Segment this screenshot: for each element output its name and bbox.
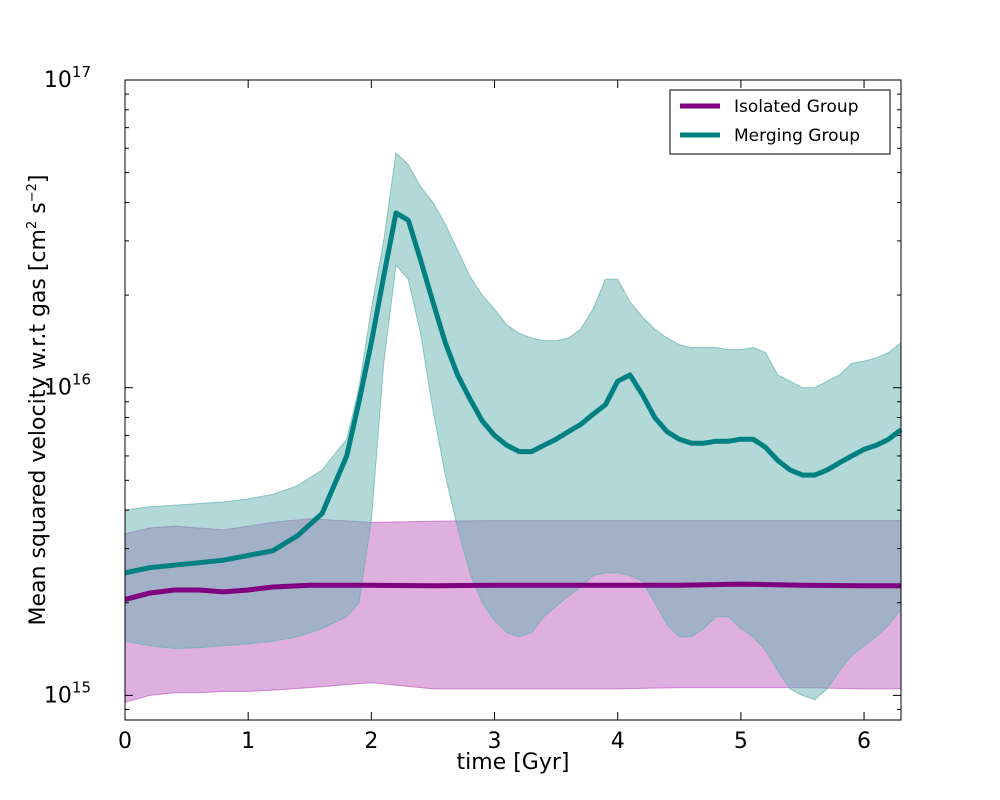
y-axis-label-main: Mean squared velocity w.r.t gas [cm (26, 229, 51, 625)
y-axis-label: Mean squared velocity w.r.t gas [cm2 s−2… (25, 175, 51, 626)
x-tick-label: 1 (241, 729, 255, 754)
y-axis-label-s: s (26, 202, 51, 220)
line-merging-group (124, 210, 903, 576)
y-axis-ticks: 1015 1016 1017 (44, 63, 901, 710)
x-tick-label: 5 (734, 729, 748, 754)
y-tick-label: 1015 (44, 678, 91, 708)
x-tick-label: 3 (488, 729, 502, 754)
y-axis-label-sup-cm: 2 (25, 221, 40, 229)
x-tick-label: 6 (857, 729, 871, 754)
x-tick-label: 2 (364, 729, 378, 754)
x-axis-label: time [Gyr] (457, 750, 570, 775)
x-tick-label: 4 (611, 729, 625, 754)
legend: Isolated Group Merging Group (669, 89, 891, 155)
legend-label-merging-group: Merging Group (734, 126, 860, 146)
y-tick-label: 1016 (44, 371, 91, 401)
y-axis-label-sup-s: −2 (25, 183, 40, 202)
y-axis-label-close: ] (26, 175, 51, 184)
x-axis-ticks: 0 1 2 3 4 5 6 (118, 80, 871, 754)
y-tick-label: 1017 (44, 63, 91, 93)
legend-box (669, 89, 891, 155)
plot-frame (124, 79, 902, 721)
series-lines (124, 210, 903, 602)
x-tick-label: 0 (118, 729, 132, 754)
legend-label-isolated-group: Isolated Group (734, 97, 859, 117)
line-isolated-group (124, 581, 901, 602)
